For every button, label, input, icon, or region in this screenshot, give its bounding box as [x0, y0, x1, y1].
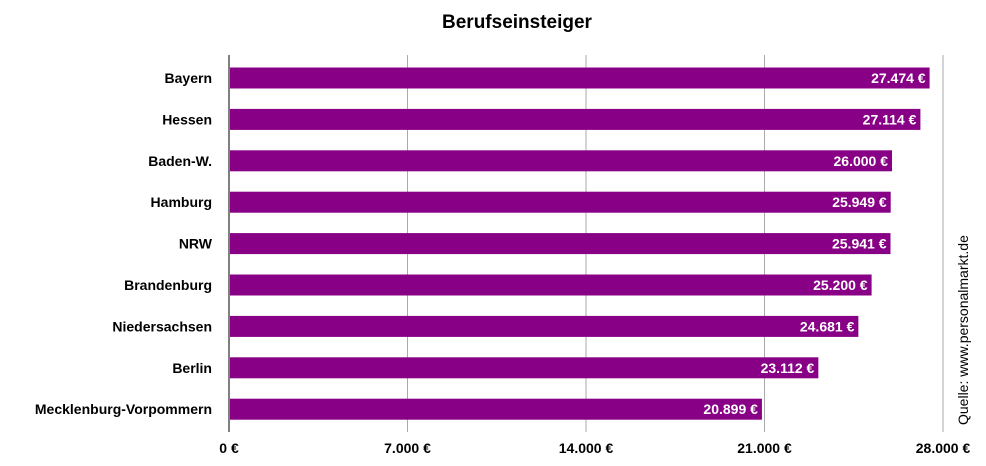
x-tick-label: 21.000 € — [737, 440, 792, 456]
bar — [230, 398, 762, 420]
category-label: Bayern — [165, 70, 212, 86]
category-label: NRW — [179, 236, 213, 252]
bar — [230, 315, 859, 337]
data-label: 27.474 € — [871, 70, 926, 86]
x-tick-label: 14.000 € — [559, 440, 614, 456]
source-note: Quelle: www.personalmarkt.de — [955, 235, 971, 425]
category-label: Baden-W. — [148, 153, 212, 169]
category-label: Hamburg — [151, 194, 212, 210]
chart-title: Berufseinsteiger — [442, 12, 592, 33]
bar — [230, 274, 872, 296]
data-label: 25.941 € — [832, 236, 887, 252]
bar — [230, 191, 891, 213]
bar — [230, 108, 921, 130]
x-tick-label: 0 € — [219, 440, 239, 456]
data-label: 25.949 € — [832, 194, 887, 210]
category-label: Brandenburg — [124, 277, 212, 293]
category-label: Hessen — [162, 111, 212, 127]
category-label: Mecklenburg-Vorpommern — [35, 401, 212, 417]
data-label: 23.112 € — [761, 360, 815, 376]
bar — [230, 150, 892, 172]
x-tick-label: 7.000 € — [384, 440, 431, 456]
bar — [230, 67, 930, 89]
bar — [230, 233, 891, 255]
category-label: Niedersachsen — [112, 318, 212, 334]
data-label: 24.681 € — [800, 318, 855, 334]
bar — [230, 357, 819, 379]
data-label: 27.114 € — [863, 111, 917, 127]
data-label: 26.000 € — [834, 153, 889, 169]
data-label: 25.200 € — [813, 277, 868, 293]
x-tick-label: 28.000 € — [916, 440, 971, 456]
data-label: 20.899 € — [703, 401, 758, 417]
category-label: Berlin — [172, 360, 212, 376]
